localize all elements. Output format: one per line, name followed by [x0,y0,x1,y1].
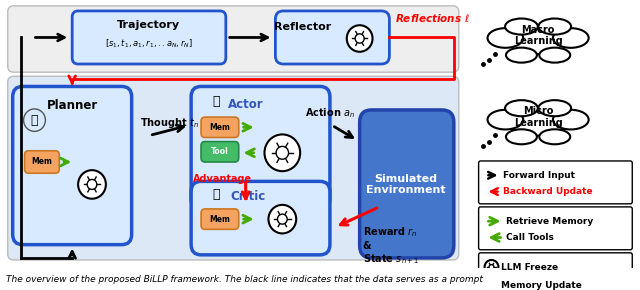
Circle shape [355,34,364,43]
FancyBboxPatch shape [201,142,239,162]
Ellipse shape [505,19,538,35]
Circle shape [276,146,289,159]
FancyBboxPatch shape [8,76,459,260]
Ellipse shape [538,100,571,116]
FancyBboxPatch shape [201,117,239,137]
Circle shape [489,264,494,270]
Text: Critic: Critic [230,190,265,203]
Text: The overview of the proposed BiLLP framework. The black line indicates that the : The overview of the proposed BiLLP frame… [6,275,483,284]
Text: Reflections $\ell$: Reflections $\ell$ [396,12,470,24]
Text: Reflector: Reflector [273,22,331,32]
Circle shape [278,214,287,224]
Text: Backward Update: Backward Update [504,187,593,196]
FancyBboxPatch shape [479,161,632,204]
Ellipse shape [553,110,589,129]
Ellipse shape [508,29,568,54]
Circle shape [484,260,499,274]
FancyBboxPatch shape [72,11,226,64]
FancyBboxPatch shape [13,86,132,245]
FancyBboxPatch shape [360,110,454,258]
Circle shape [347,25,372,52]
Text: Action $a_n$: Action $a_n$ [305,106,355,120]
Text: Actor: Actor [228,98,264,111]
Text: Forward Input: Forward Input [504,171,575,180]
FancyBboxPatch shape [8,6,459,72]
Circle shape [87,180,97,189]
Text: Reward $r_n$
&
State $s_{n+1}$: Reward $r_n$ & State $s_{n+1}$ [363,225,419,267]
Ellipse shape [488,28,524,48]
Text: 🧠: 🧠 [31,114,38,127]
Circle shape [24,109,45,131]
Ellipse shape [540,129,570,144]
Ellipse shape [540,48,570,63]
Text: Macro
Learning: Macro Learning [514,25,563,46]
Text: Planner: Planner [47,99,98,112]
Text: Thought $t_n$: Thought $t_n$ [140,116,199,130]
Text: $[s_1, t_1, a_1, r_1,..a_N, r_N]$: $[s_1, t_1, a_1, r_1,..a_N, r_N]$ [104,37,193,50]
FancyBboxPatch shape [191,86,330,209]
FancyBboxPatch shape [483,280,497,290]
Text: Memory Update: Memory Update [501,281,582,290]
Text: Retrieve Memory: Retrieve Memory [506,217,594,226]
FancyBboxPatch shape [479,207,632,250]
Text: LLM Freeze: LLM Freeze [501,263,559,272]
FancyBboxPatch shape [201,209,239,229]
Text: Tool: Tool [211,147,228,156]
Ellipse shape [488,110,524,129]
FancyBboxPatch shape [275,11,389,64]
FancyBboxPatch shape [24,151,60,173]
Circle shape [264,135,300,171]
Circle shape [78,170,106,199]
Text: 🏗: 🏗 [212,95,220,108]
Ellipse shape [508,111,568,136]
Text: Advantage: Advantage [193,174,252,184]
Circle shape [268,205,296,233]
Text: Simulated
Environment: Simulated Environment [367,174,446,195]
FancyBboxPatch shape [191,181,330,255]
Text: Micro
Learning: Micro Learning [514,106,563,128]
Ellipse shape [505,100,538,116]
Text: Call Tools: Call Tools [506,233,554,242]
FancyBboxPatch shape [479,253,632,290]
Ellipse shape [553,28,589,48]
Ellipse shape [506,48,537,63]
Ellipse shape [506,129,537,144]
Text: 🤖: 🤖 [212,188,220,201]
Text: Mem: Mem [209,215,230,224]
Ellipse shape [538,19,571,35]
Text: Mem: Mem [209,123,230,132]
Text: Trajectory: Trajectory [117,20,180,30]
Text: Mem: Mem [31,157,52,166]
